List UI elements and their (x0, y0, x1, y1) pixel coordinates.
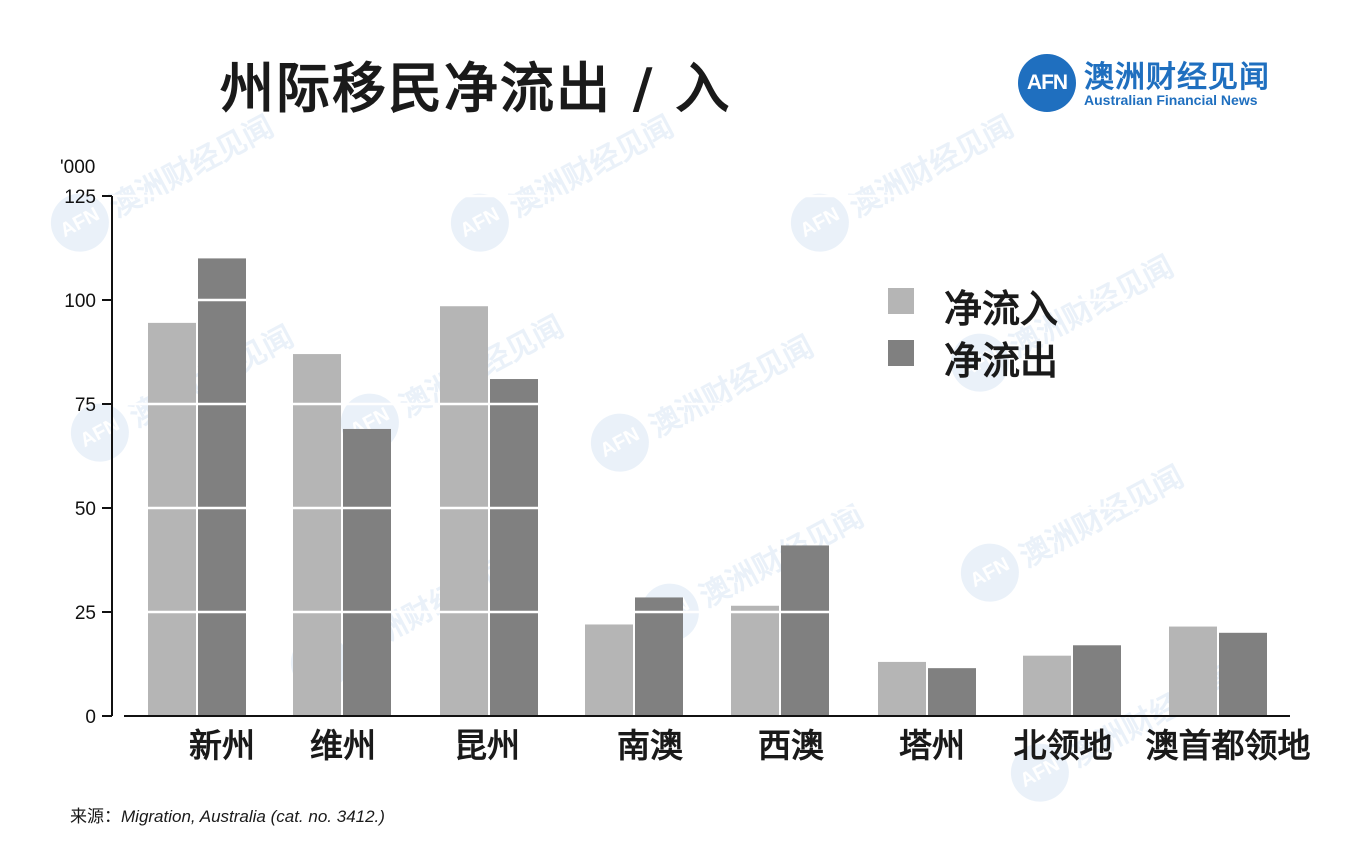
x-category-label: 澳首都领地 (1146, 726, 1311, 765)
y-unit-label: '000 (60, 157, 95, 178)
y-tick-label: 25 (75, 603, 96, 624)
x-category-label: 新州 (189, 726, 255, 765)
x-category-label: 维州 (310, 726, 376, 765)
bar-inflow (440, 306, 488, 716)
legend-swatch-outflow (888, 340, 914, 366)
legend-swatch-inflow (888, 288, 914, 314)
bar-outflow (781, 545, 829, 716)
x-category-label: 昆州 (454, 726, 520, 765)
x-category-label: 塔州 (899, 726, 965, 765)
afn-logo-icon: AFN (1018, 54, 1076, 112)
y-tick-label: 75 (75, 395, 96, 416)
legend-label-outflow: 净流出 (944, 339, 1059, 383)
bar-outflow (635, 597, 683, 716)
bar-outflow (1073, 645, 1121, 716)
source-note: 来源：Migration, Australia (cat. no. 3412.) (70, 802, 385, 827)
legend-label-inflow: 净流入 (944, 287, 1059, 331)
bar-inflow (1023, 655, 1071, 716)
x-category-label: 南澳 (617, 726, 684, 765)
bar-outflow (490, 379, 538, 716)
logo-name-en: Australian Financial News (1084, 92, 1258, 108)
bar-inflow (1169, 626, 1217, 716)
bar-inflow (148, 322, 196, 716)
logo-name-cn: 澳洲财经见闻 (1084, 60, 1270, 95)
chart-title: 州际移民净流出 / 入 (220, 57, 732, 120)
bar-inflow (293, 354, 341, 716)
y-tick-label: 50 (75, 499, 96, 520)
bar-inflow (731, 605, 779, 716)
bar-outflow (1219, 632, 1267, 716)
y-tick-label: 125 (64, 187, 96, 208)
x-category-label: 西澳 (758, 726, 825, 765)
bar-outflow (343, 428, 391, 716)
bar-inflow (585, 624, 633, 716)
bar-inflow (878, 661, 926, 716)
y-tick-label: 100 (64, 291, 96, 312)
bar-outflow (198, 258, 246, 716)
y-tick-label: 0 (85, 707, 96, 728)
bar-outflow (928, 668, 976, 716)
source-text: Migration, Australia (cat. no. 3412.) (121, 807, 385, 826)
x-category-label: 北领地 (1014, 726, 1113, 765)
source-label: 来源： (70, 807, 121, 827)
